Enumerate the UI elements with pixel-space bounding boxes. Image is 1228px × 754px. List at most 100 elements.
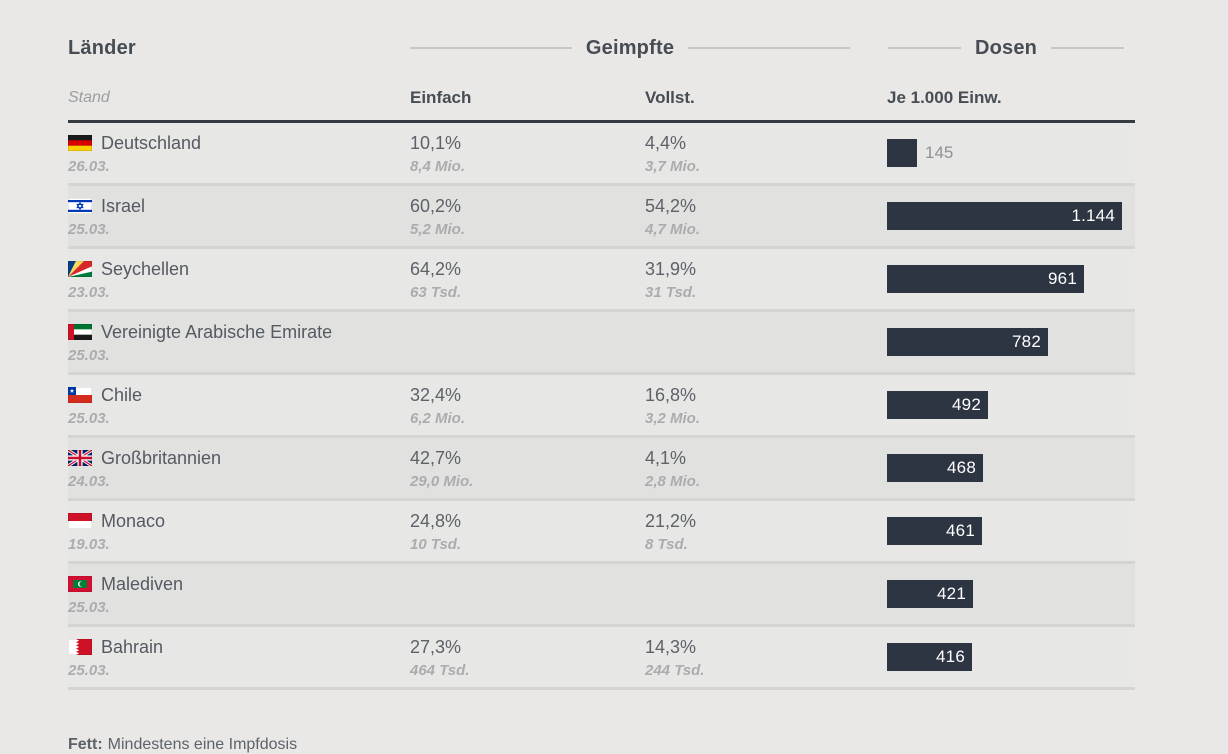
- column-group-dosen: Dosen: [888, 33, 1124, 63]
- einfach-absolute: 464 Tsd.: [410, 662, 470, 679]
- einfach-absolute: 6,2 Mio.: [410, 410, 466, 427]
- country-cell: Großbritannien 24.03.: [68, 438, 410, 498]
- row-date: 23.03.: [68, 284, 110, 301]
- footnote-text: Mindestens eine Impfdosis: [107, 736, 298, 753]
- country-name: Großbritannien: [101, 448, 222, 468]
- doses-bar-value: 145: [925, 143, 954, 162]
- country-name: Seychellen: [101, 259, 190, 279]
- table-row: Großbritannien 24.03. 42,7% 29,0 Mio. 4,…: [68, 438, 1135, 501]
- vollst-cell: 31,9% 31 Tsd.: [645, 249, 887, 309]
- doses-bar-value: 461: [946, 521, 975, 540]
- doses-bar: 421: [887, 580, 973, 608]
- vollst-absolute: 31 Tsd.: [645, 284, 697, 301]
- row-date: 26.03.: [68, 158, 110, 175]
- einfach-cell: 10,1% 8,4 Mio.: [410, 123, 645, 183]
- einfach-percent: 24,8%: [410, 511, 462, 531]
- vollst-cell: [645, 312, 887, 372]
- einfach-absolute: 8,4 Mio.: [410, 158, 466, 175]
- doses-bar-value: 468: [947, 458, 976, 477]
- doses-bar-value: 1.144: [1071, 206, 1115, 225]
- header-rule-left-icon: [410, 47, 572, 49]
- country-line: Israel: [68, 195, 410, 218]
- footnote: Fett: Mindestens eine Impfdosis: [68, 735, 297, 754]
- vollst-cell: 54,2% 4,7 Mio.: [645, 186, 887, 246]
- doses-bar-value: 416: [936, 647, 965, 666]
- country-line: Großbritannien: [68, 447, 410, 470]
- doses-bar-value: 961: [1048, 269, 1077, 288]
- country-cell: Malediven 25.03.: [68, 564, 410, 624]
- country-line: Chile: [68, 384, 410, 407]
- vollst-percent: 31,9%: [645, 259, 697, 279]
- vollst-percent: 4,4%: [645, 133, 687, 153]
- row-date: 24.03.: [68, 473, 110, 490]
- doses-bar: 782: [887, 328, 1048, 356]
- flag-cl-icon: [68, 384, 92, 407]
- doses-bar: 1.144: [887, 202, 1122, 230]
- flag-de-icon: [68, 132, 92, 155]
- row-date: 25.03.: [68, 347, 110, 364]
- doses-bar: [887, 139, 917, 167]
- einfach-cell: [410, 564, 645, 624]
- country-name: Israel: [101, 196, 146, 216]
- country-cell: Israel 25.03.: [68, 186, 410, 246]
- header-rule-right-icon: [688, 47, 850, 49]
- row-date: 25.03.: [68, 662, 110, 679]
- column-header-einfach: Einfach: [410, 88, 472, 107]
- table-row: Seychellen 23.03. 64,2% 63 Tsd. 31,9% 31…: [68, 249, 1135, 312]
- column-group-geimpfte: Geimpfte: [410, 33, 850, 63]
- table-subheader: Stand Einfach Vollst. Je 1.000 Einw.: [68, 87, 1135, 120]
- table-row: Chile 25.03. 32,4% 6,2 Mio. 16,8% 3,2 Mi…: [68, 375, 1135, 438]
- doses-bar-value: 782: [1012, 332, 1041, 351]
- dosen-cell: 461: [887, 501, 1135, 561]
- table-row: Deutschland 26.03. 10,1% 8,4 Mio. 4,4% 3…: [68, 123, 1135, 186]
- vollst-absolute: 3,2 Mio.: [645, 410, 701, 427]
- einfach-percent: 42,7%: [410, 448, 462, 468]
- country-name: Deutschland: [101, 133, 202, 153]
- column-group-dosen-label: Dosen: [974, 36, 1038, 59]
- column-group-laender: Länder: [68, 37, 136, 59]
- dosen-cell: 145: [887, 123, 1135, 183]
- einfach-absolute: 10 Tsd.: [410, 536, 462, 553]
- einfach-absolute: 29,0 Mio.: [410, 473, 474, 490]
- header-rule-left-icon: [888, 47, 961, 49]
- einfach-cell: 32,4% 6,2 Mio.: [410, 375, 645, 435]
- column-group-geimpfte-label: Geimpfte: [585, 36, 675, 59]
- table-row: Bahrain 25.03. 27,3% 464 Tsd. 14,3% 244 …: [68, 627, 1135, 690]
- country-name: Vereinigte Arabische Emirate: [101, 322, 333, 342]
- einfach-cell: 27,3% 464 Tsd.: [410, 627, 645, 687]
- einfach-percent: 10,1%: [410, 133, 462, 153]
- vollst-cell: [645, 564, 887, 624]
- dosen-cell: 421: [887, 564, 1135, 624]
- table-row: Malediven 25.03. 421: [68, 564, 1135, 627]
- table-row: Monaco 19.03. 24,8% 10 Tsd. 21,2% 8 Tsd.…: [68, 501, 1135, 564]
- vollst-cell: 21,2% 8 Tsd.: [645, 501, 887, 561]
- flag-sc-icon: [68, 258, 92, 281]
- flag-bh-icon: [68, 636, 92, 659]
- row-date: 25.03.: [68, 221, 110, 238]
- dosen-cell: 492: [887, 375, 1135, 435]
- einfach-percent: 27,3%: [410, 637, 462, 657]
- einfach-cell: 64,2% 63 Tsd.: [410, 249, 645, 309]
- flag-mc-icon: [68, 510, 92, 533]
- vollst-cell: 4,4% 3,7 Mio.: [645, 123, 887, 183]
- table-row: Vereinigte Arabische Emirate 25.03. 782: [68, 312, 1135, 375]
- country-line: Bahrain: [68, 636, 410, 659]
- vollst-absolute: 2,8 Mio.: [645, 473, 701, 490]
- header-rule-right-icon: [1051, 47, 1124, 49]
- dosen-cell: 961: [887, 249, 1135, 309]
- doses-bar: 416: [887, 643, 972, 671]
- country-cell: Vereinigte Arabische Emirate 25.03.: [68, 312, 410, 372]
- country-line: Deutschland: [68, 132, 410, 155]
- column-header-je-1000-einw: Je 1.000 Einw.: [887, 88, 1002, 107]
- flag-mv-icon: [68, 573, 92, 596]
- row-date: 25.03.: [68, 410, 110, 427]
- doses-bar: 461: [887, 517, 982, 545]
- doses-bar: 492: [887, 391, 988, 419]
- dosen-cell: 416: [887, 627, 1135, 687]
- einfach-absolute: 5,2 Mio.: [410, 221, 466, 238]
- vollst-absolute: 8 Tsd.: [645, 536, 688, 553]
- einfach-percent: 60,2%: [410, 196, 462, 216]
- einfach-cell: 60,2% 5,2 Mio.: [410, 186, 645, 246]
- vollst-percent: 21,2%: [645, 511, 697, 531]
